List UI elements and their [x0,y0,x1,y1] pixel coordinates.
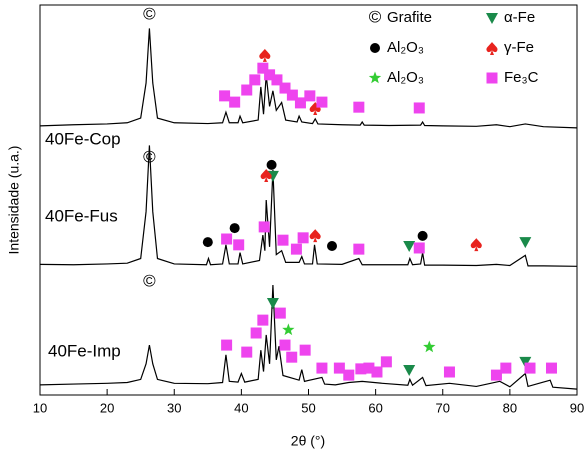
marker-spade [470,238,482,252]
marker-square [371,366,383,378]
legend-label: Fe₃C [504,69,539,86]
sample-label: 40Fe-Imp [48,341,121,360]
marker-square [277,234,289,246]
legend-symbol [370,43,380,53]
marker-square [229,96,241,108]
marker-square [257,62,269,74]
marker-square [500,362,512,374]
marker-square [290,243,302,255]
x-tick-label: 50 [301,400,315,415]
legend-label: Al₂O₃ [387,69,424,86]
marker-square [353,101,365,113]
legend-symbol: © [369,7,382,26]
marker-square [221,339,233,351]
marker-square [258,221,270,233]
marker-square [353,243,365,255]
marker-square [413,102,425,114]
marker-square [490,369,502,381]
marker-square [274,307,286,319]
marker-square [279,82,291,94]
sample-label: 40Fe-Cop [45,129,121,148]
marker-spade [309,229,321,243]
marker-square [233,239,245,251]
marker-square [524,362,536,374]
x-tick-label: 30 [167,400,181,415]
y-axis-label: Intensidade (u.a.) [6,146,22,255]
x-tick-label: 90 [570,400,584,415]
legend-symbol [486,42,498,55]
legend-symbol [486,13,498,24]
marker-circle [266,159,277,170]
x-tick-label: 10 [33,400,47,415]
marker-square [316,362,328,374]
x-axis-label: 2θ (°) [291,433,325,449]
marker-square [299,344,311,356]
marker-spade [260,169,272,183]
marker-triangle [266,297,279,309]
plot-frame [39,4,578,396]
sample-label: 40Fe-Fus [45,206,118,225]
marker-square [355,363,367,375]
marker-square [221,233,233,245]
marker-square [363,362,375,374]
marker-square [219,90,231,102]
marker-circle [229,223,240,234]
legend-label: γ-Fe [504,39,534,56]
marker-square [545,362,557,374]
marker-square [304,90,316,102]
legend-label: Al₂O₃ [387,39,424,56]
marker-square [249,74,261,86]
marker-circle [202,237,213,248]
xrd-trace [39,145,578,267]
marker-square [250,327,262,339]
marker-spade [259,48,271,62]
marker-square [241,346,253,358]
marker-square [316,96,328,108]
marker-circle [417,230,428,241]
marker-triangle [403,365,416,377]
marker-text: © [143,147,156,166]
marker-triangle [519,237,532,249]
marker-star [423,340,436,353]
legend-label: Grafite [387,9,432,26]
x-tick-label: 20 [100,400,114,415]
marker-square [380,356,392,368]
xrd-trace [39,28,578,129]
x-tick-label: 60 [368,400,382,415]
marker-square [286,351,298,363]
legend-label: α-Fe [504,9,535,26]
marker-square [294,97,306,109]
marker-square [443,366,455,378]
marker-triangle [403,241,416,253]
marker-star [282,323,295,336]
marker-text: © [143,271,156,290]
marker-square [241,84,253,96]
legend-symbol [368,71,382,84]
marker-square [264,69,276,81]
legend-symbol [486,72,498,84]
marker-triangle [519,356,532,368]
marker-square [257,314,269,326]
marker-square [279,339,291,351]
xrd-trace [39,284,578,390]
x-tick-label: 80 [503,400,517,415]
marker-text: © [143,5,156,24]
x-tick-label: 70 [436,400,450,415]
marker-square [286,89,298,101]
marker-circle [326,241,337,252]
marker-square [333,362,345,374]
marker-square [413,242,425,254]
x-tick-label: 40 [234,400,248,415]
marker-square [271,74,283,86]
marker-square [297,232,309,244]
marker-square [343,369,355,381]
